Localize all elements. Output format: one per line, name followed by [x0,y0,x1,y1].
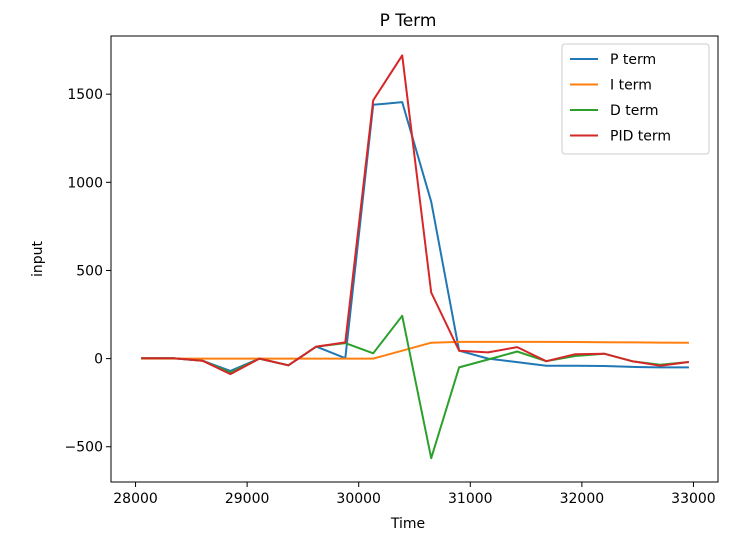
x-tick-label: 31000 [448,491,493,507]
series-line-p-term [141,101,689,372]
y-tick-label: 0 [94,352,103,368]
x-axis-ticks: 28000 29000 30000 31000 32000 33000 [113,482,716,507]
series-line-pid-term [141,54,690,376]
x-tick-label: 33000 [671,491,716,507]
legend: P term I term D term PID term [561,43,710,155]
y-axis-label: input [30,240,46,277]
legend-label: P term [610,52,656,68]
x-tick-label: 29000 [225,491,270,507]
x-axis-label: Time [390,516,425,532]
legend-box [561,43,710,155]
series-line-i-term [141,340,689,360]
x-tick-label: 30000 [336,491,381,507]
chart-title: P Term [380,11,437,31]
plot-frame [110,35,719,483]
y-tick-label: 1500 [67,87,103,103]
y-axis-ticks: −500 0 500 1000 1500 [65,87,111,456]
y-tick-label: 500 [76,263,103,279]
legend-label: I term [610,78,652,94]
x-tick-label: 28000 [113,491,158,507]
y-tick-label: 1000 [67,175,103,191]
legend-label: D term [610,103,658,119]
plot-lines [141,54,690,460]
y-tick-label: −500 [65,440,103,456]
x-tick-label: 32000 [560,491,605,507]
legend-label: PID term [610,129,671,145]
